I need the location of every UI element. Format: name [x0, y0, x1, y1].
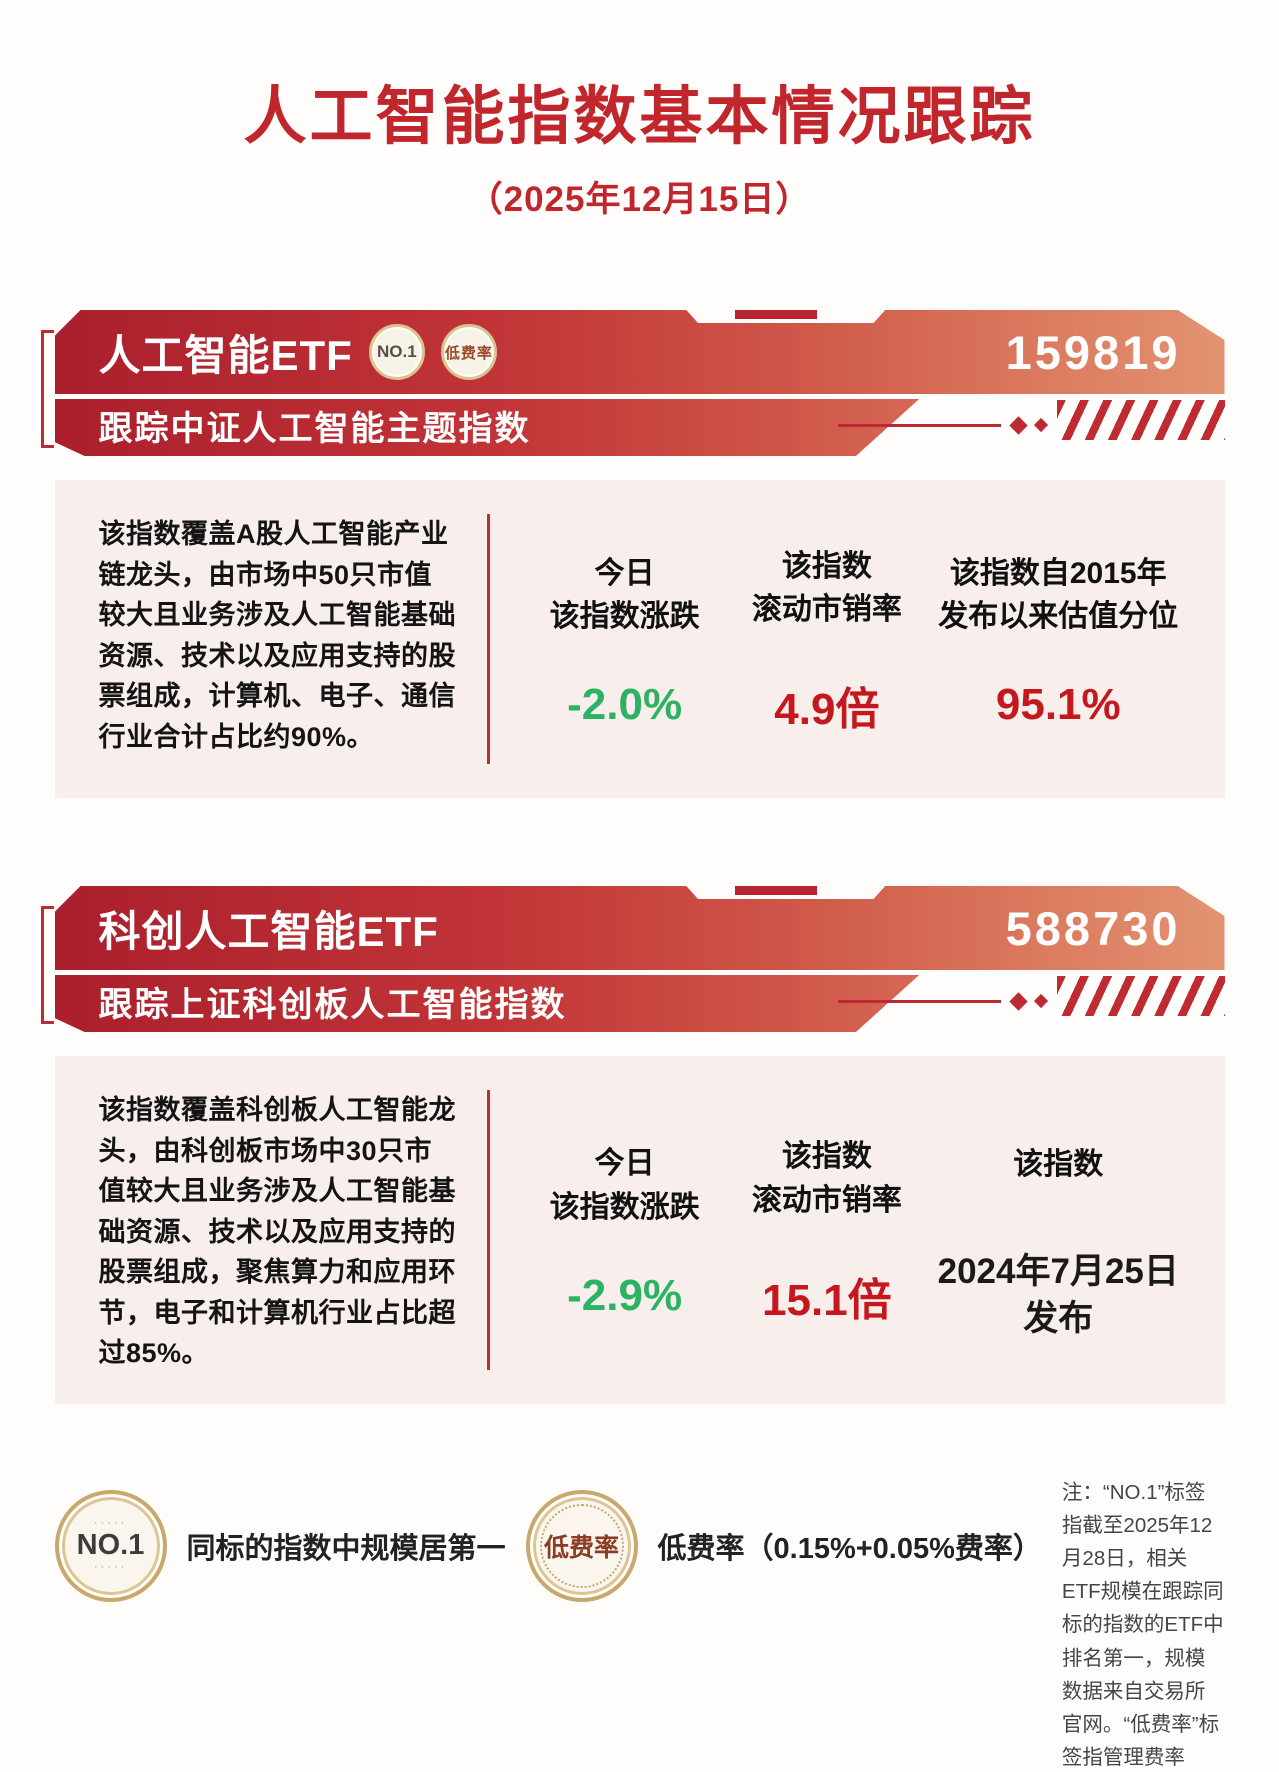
- vertical-divider: [486, 1090, 490, 1370]
- stat-label: 今日 该指数涨跌: [549, 556, 700, 634]
- low-fee-explanation: 低费率（0.15%+0.05%费率）: [657, 1532, 1042, 1565]
- etf-code: 159819: [1005, 325, 1181, 379]
- stat-label: 该指数 滚动市销率: [751, 1140, 902, 1217]
- notch-dash-decoration: [735, 886, 818, 895]
- stat-value: 15.1倍: [762, 1275, 892, 1325]
- etf-infobox-588730: 该指数覆盖科创板人工智能龙头，由科创板市场中30只市值较大且业务涉及人工智能基础…: [54, 1056, 1225, 1404]
- stat-value: -2.9%: [567, 1270, 683, 1320]
- stat-label: 今日 该指数涨跌: [549, 1147, 700, 1224]
- diagonal-stripes-icon: [1056, 976, 1225, 1016]
- index-description: 该指数覆盖科创板人工智能龙头，由科创板市场中30只市值较大且业务涉及人工智能基础…: [98, 1095, 456, 1368]
- badge-label: NO.1: [76, 1529, 145, 1561]
- notch-dash-decoration: [735, 310, 818, 319]
- diamond-icon: [1033, 993, 1048, 1009]
- banner-decoration: [838, 400, 1225, 440]
- diamond-icon: [1008, 415, 1028, 435]
- etf-tracking-subtitle: 跟踪上证科创板人工智能指数: [98, 985, 567, 1024]
- no1-badge-icon: NO.1: [368, 324, 425, 380]
- etf-infobox-159819: 该指数覆盖A股人工智能产业链龙头，由市场中50只市值较大且业务涉及人工智能基础资…: [54, 480, 1225, 798]
- banner-subtitle-row: 跟踪中证人工智能主题指数: [54, 394, 1225, 451]
- stat-value: 95.1%: [995, 680, 1121, 729]
- etf-tracking-subtitle: 跟踪中证人工智能主题指数: [98, 409, 531, 448]
- stat-ps-ratio: 该指数 滚动市销率 15.1倍: [726, 1132, 928, 1328]
- stat-label: 该指数 滚动市销率: [751, 549, 902, 627]
- stat-label: 该指数: [1013, 1147, 1104, 1181]
- stat-daily-change: 今日 该指数涨跌 -2.0%: [524, 548, 726, 730]
- vertical-divider: [486, 514, 490, 764]
- title-block: 人工智能指数基本情况跟踪 （2025年12月15日）: [55, 66, 1225, 222]
- no1-explanation: 同标的指数中规模居第一: [186, 1532, 506, 1565]
- badge-dots: ·····: [93, 1561, 128, 1573]
- etf-name: 人工智能ETF: [98, 331, 353, 379]
- banner-decoration: [838, 976, 1225, 1016]
- diamond-icon: [1008, 991, 1028, 1011]
- legend-badges: ····· NO.1 ····· 同标的指数中规模居第一 低费率 低费率（0.1…: [54, 1476, 1042, 1602]
- stat-ps-ratio: 该指数 滚动市销率 4.9倍: [726, 541, 928, 737]
- badge-dots: ·····: [93, 1517, 128, 1529]
- diagonal-stripes-icon: [1056, 400, 1225, 440]
- page-title: 人工智能指数基本情况跟踪: [243, 82, 1036, 152]
- banner-subtitle-row: 跟踪上证科创板人工智能指数: [54, 970, 1225, 1027]
- page-date: （2025年12月15日）: [467, 180, 812, 219]
- badge-label: 低费率: [544, 1533, 620, 1562]
- low-fee-badge-icon: 低费率: [440, 324, 497, 380]
- low-fee-badge-icon: 低费率: [525, 1489, 638, 1602]
- legend-row: ····· NO.1 ····· 同标的指数中规模居第一 低费率 低费率（0.1…: [54, 1476, 1225, 1772]
- deco-line: [838, 999, 1001, 1003]
- stats-row: 今日 该指数涨跌 -2.9% 该指数 滚动市销率 15.1倍 该指数: [524, 1086, 1189, 1374]
- stat-valuation-percentile: 该指数自2015年 发布以来估值分位 95.1%: [928, 548, 1189, 730]
- banner-title-row: 人工智能ETF NO.1 低费率 159819: [55, 310, 1225, 394]
- index-description: 该指数覆盖A股人工智能产业链龙头，由市场中50只市值较大且业务涉及人工智能基础资…: [98, 519, 456, 752]
- stats-row: 今日 该指数涨跌 -2.0% 该指数 滚动市销率 4.9倍 该指数自2015年: [524, 510, 1189, 768]
- stat-value: -2.0%: [567, 680, 683, 729]
- stat-launch-date: 该指数 2024年7月25日 发布: [928, 1118, 1189, 1343]
- etf-banner-588730: 科创人工智能ETF 588730 跟踪上证科创板人工智能指数: [40, 886, 1225, 1036]
- banner-shape: 人工智能ETF NO.1 低费率 159819 跟踪中证人工智能主题指数: [54, 310, 1225, 456]
- stat-value: 4.9倍: [774, 685, 880, 734]
- legend-side-note: 注：“NO.1”标签指截至2025年12月28日，相关ETF规模在跟踪同标的指数…: [1061, 1480, 1224, 1770]
- stat-label: 该指数自2015年 发布以来估值分位: [938, 556, 1179, 634]
- stat-daily-change: 今日 该指数涨跌 -2.9%: [524, 1139, 726, 1321]
- etf-name: 科创人工智能ETF: [98, 907, 439, 955]
- banner-title-row: 科创人工智能ETF 588730: [55, 886, 1225, 970]
- etf-banner-159819: 人工智能ETF NO.1 低费率 159819 跟踪中证人工智能主题指数: [40, 310, 1225, 460]
- no1-badge-icon: ····· NO.1 ·····: [54, 1489, 167, 1602]
- diamond-icon: [1033, 417, 1048, 433]
- stat-value: 2024年7月25日 发布: [937, 1251, 1179, 1338]
- deco-line: [838, 423, 1001, 427]
- etf-code: 588730: [1005, 901, 1181, 955]
